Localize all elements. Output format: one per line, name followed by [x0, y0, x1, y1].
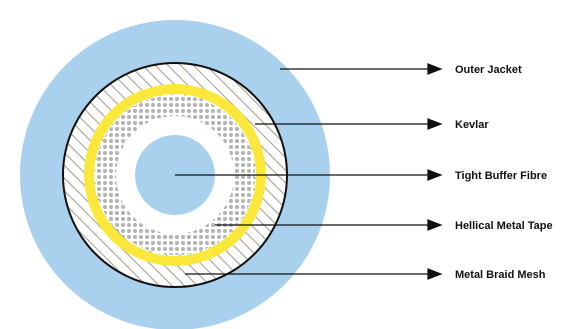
label-outer-jacket: Outer Jacket — [455, 64, 522, 76]
label-kevlar: Kevlar — [455, 119, 489, 131]
label-metal-braid-mesh: Metal Braid Mesh — [455, 269, 546, 281]
metal-braid-mesh-leader-arrow — [185, 268, 443, 280]
outer-jacket-leader-arrow — [280, 63, 443, 75]
label-tight-buffer-fibre: Tight Buffer Fibre — [455, 170, 547, 182]
tight-buffer-fibre-leader-arrow — [175, 169, 443, 181]
hellical-metal-tape-leader-arrow — [215, 219, 443, 231]
label-hellical-metal-tape: Hellical Metal Tape — [455, 220, 553, 232]
kevlar-leader-arrow — [255, 118, 443, 130]
